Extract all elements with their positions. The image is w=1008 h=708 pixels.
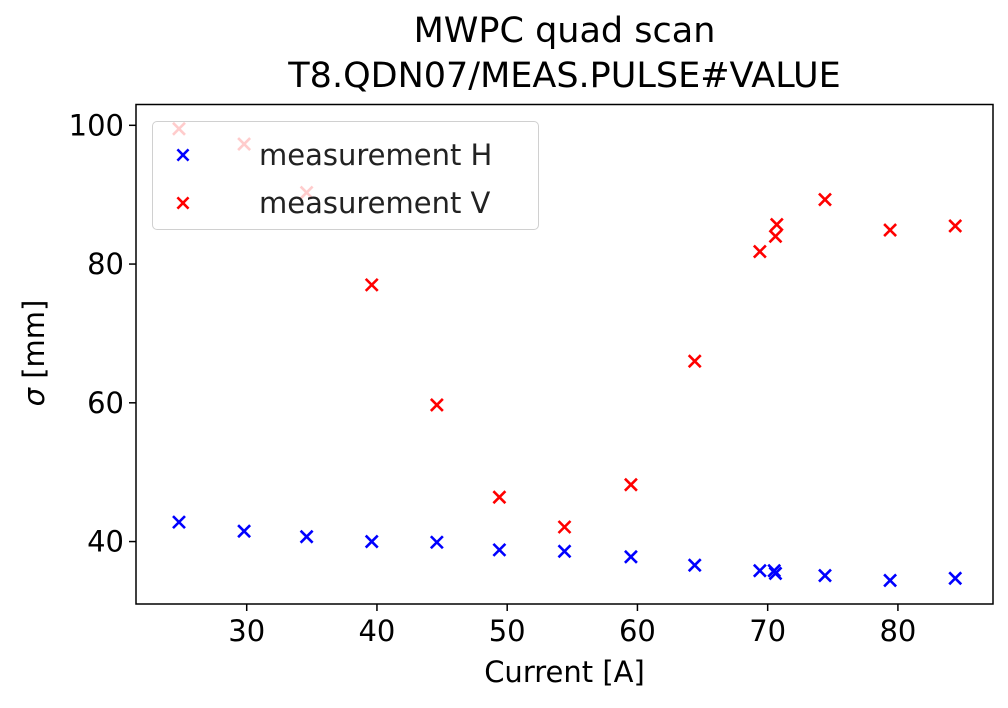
legend-marker-h: × — [173, 142, 193, 168]
data-point-h — [624, 549, 638, 564]
plot-area-frame — [135, 103, 994, 605]
legend-marker-v: × — [173, 190, 193, 216]
data-point-h — [883, 573, 898, 588]
axis-ticks: 30 40 50 60 70 80 40 60 80 100 — [69, 108, 917, 648]
data-point-v — [557, 520, 572, 534]
data-point-v — [687, 354, 702, 369]
data-point-h — [172, 515, 186, 530]
data-point-h — [687, 558, 702, 573]
y-tick-label: 60 — [87, 386, 124, 420]
x-tick-label: 70 — [749, 614, 786, 648]
x-tick-label: 60 — [619, 614, 656, 648]
data-point-v — [818, 192, 832, 207]
data-point-v — [364, 277, 379, 292]
data-point-h — [364, 534, 379, 549]
chart-subtitle: T8.QDN07/MEAS.PULSE#VALUE — [288, 56, 841, 96]
data-point-v — [429, 397, 444, 412]
data-point-h — [429, 535, 444, 550]
x-tick-label: 50 — [489, 614, 526, 648]
data-point-h — [752, 563, 767, 578]
y-axis-unit: [mm] — [17, 299, 51, 379]
legend-label-v: measurement V — [259, 186, 491, 220]
legend-label-h: measurement H — [259, 138, 493, 172]
y-axis-symbol: σ — [17, 387, 51, 407]
legend-entry-v: × measurement V — [153, 183, 491, 223]
x-tick-label: 80 — [879, 614, 916, 648]
data-point-v — [492, 490, 507, 505]
data-point-h — [818, 568, 832, 583]
data-point-v — [769, 217, 784, 232]
y-tick-label: 100 — [69, 108, 124, 142]
x-axis-label: Current [A] — [484, 655, 645, 689]
chart-title: MWPC quad scan — [413, 11, 716, 51]
y-tick-label: 40 — [87, 525, 124, 559]
data-point-h — [557, 544, 572, 559]
data-point-v — [624, 477, 638, 492]
data-point-v — [768, 229, 783, 244]
legend: × measurement H × measurement V — [152, 121, 539, 230]
x-tick-label: 40 — [358, 614, 395, 648]
data-point-h — [492, 542, 507, 557]
data-point-v — [948, 218, 963, 233]
data-point-v — [883, 223, 898, 237]
legend-entry-h: × measurement H — [153, 135, 493, 175]
y-tick-label: 80 — [87, 247, 124, 281]
data-point-h — [299, 529, 314, 544]
data-point-h — [237, 524, 252, 539]
data-point-h — [768, 566, 783, 581]
data-point-h — [948, 571, 963, 586]
x-tick-label: 30 — [228, 614, 265, 648]
y-axis-label: σ [mm] — [17, 300, 51, 407]
data-point-v — [752, 244, 767, 259]
